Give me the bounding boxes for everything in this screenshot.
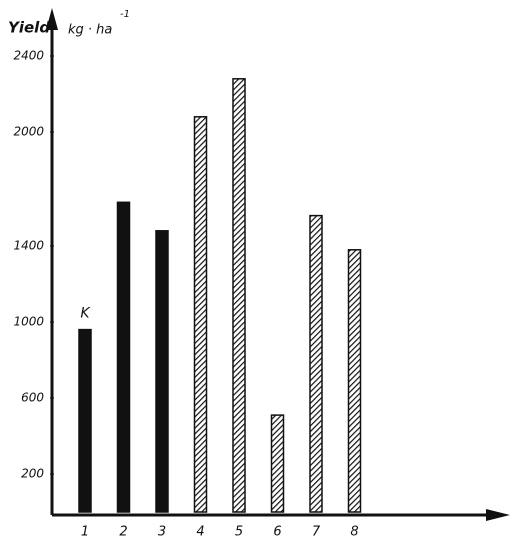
- y-label: Yield: [8, 19, 50, 37]
- y-axis-arrow: [46, 8, 58, 30]
- bar: [155, 230, 169, 513]
- annotation: K: [80, 306, 91, 322]
- bar: [270, 414, 285, 513]
- bar: [347, 249, 362, 513]
- x-tick-label: 7: [312, 525, 321, 540]
- y-unit: kg · ha: [68, 23, 112, 38]
- x-tick-label: 3: [158, 525, 166, 540]
- y-tick-label: 600: [21, 391, 44, 405]
- y-tick-label: 1400: [13, 239, 44, 253]
- x-tick-label: 5: [235, 525, 243, 540]
- y-tick-label: 200: [21, 467, 44, 481]
- y-tick-label: 2400: [13, 49, 44, 63]
- y-tick-label: 1000: [13, 315, 44, 329]
- y-unit-exponent: -1: [120, 9, 130, 20]
- bar: [116, 201, 131, 513]
- y-tick-label: 2000: [13, 125, 44, 139]
- x-tick-label: 6: [273, 525, 281, 540]
- x-tick-label: 1: [81, 525, 89, 540]
- bar: [232, 78, 246, 513]
- bar: [193, 116, 208, 513]
- bar: [309, 214, 323, 513]
- x-axis-arrow: [486, 509, 510, 521]
- x-tick-label: 8: [350, 525, 358, 540]
- bar: [78, 328, 92, 513]
- x-tick-label: 2: [119, 525, 127, 540]
- x-tick-label: 4: [196, 525, 204, 540]
